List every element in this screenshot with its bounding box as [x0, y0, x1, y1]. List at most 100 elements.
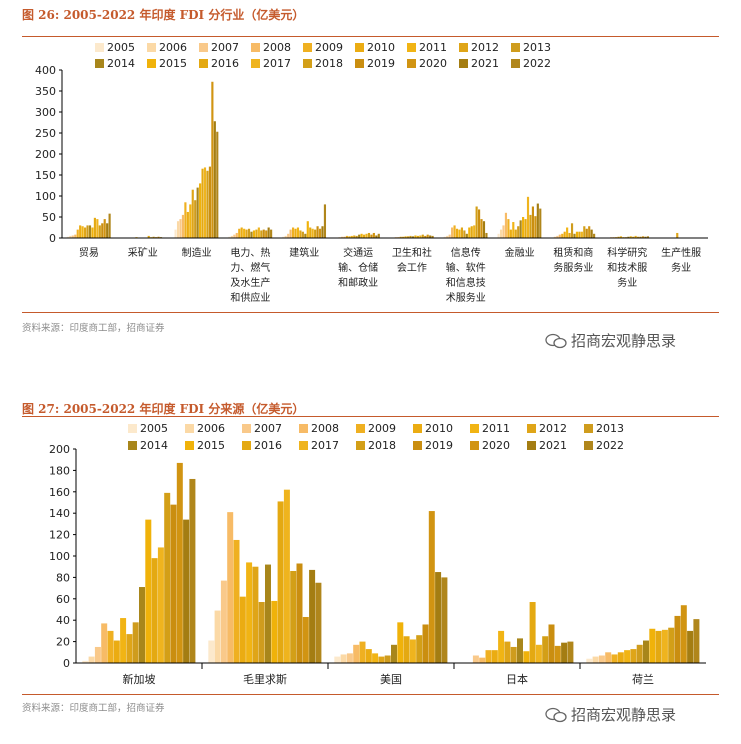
legend-swatch	[199, 59, 208, 68]
bar	[585, 228, 588, 238]
bar	[655, 630, 662, 663]
category-label: 输、仓储	[338, 261, 378, 274]
bar	[176, 221, 180, 238]
bar	[79, 225, 82, 238]
category-label: 金融业	[505, 246, 535, 259]
bar	[233, 234, 236, 238]
chart2-title-rule	[22, 416, 719, 417]
chart2-source: 资料来源：印度商工部，招商证券	[22, 703, 165, 714]
category-label: 贸易	[79, 247, 99, 259]
bar	[282, 236, 285, 238]
bar	[611, 654, 618, 663]
bar	[593, 233, 596, 238]
bar	[82, 660, 89, 663]
bar	[448, 234, 451, 238]
bar	[402, 236, 405, 238]
bar	[309, 227, 312, 238]
bar	[637, 236, 640, 238]
bar	[340, 236, 344, 238]
bar	[255, 229, 258, 238]
bar	[174, 229, 177, 238]
bar	[419, 235, 422, 238]
chart1-source: 资料来源：印度商工部，招商证券	[22, 323, 165, 334]
y-tick-label: 200	[35, 148, 56, 161]
bar	[446, 235, 449, 238]
bar	[201, 168, 204, 238]
bar	[164, 492, 171, 663]
bar	[377, 233, 380, 238]
bar	[561, 233, 564, 238]
bar	[106, 223, 109, 238]
bar	[213, 121, 216, 238]
bar	[304, 233, 307, 238]
category-label: 术服务业	[446, 291, 486, 304]
bar	[227, 512, 234, 663]
bar	[517, 638, 523, 663]
bar	[561, 642, 568, 663]
bar	[531, 206, 534, 238]
bar	[189, 478, 196, 663]
legend-label: 2013	[523, 41, 551, 54]
bar	[372, 653, 379, 663]
bar	[139, 587, 145, 663]
bar	[294, 228, 297, 238]
bar	[103, 219, 106, 238]
bar	[680, 605, 687, 663]
bar	[189, 204, 192, 238]
bar	[353, 235, 356, 238]
legend-label: 2009	[368, 422, 396, 435]
legend-label: 2007	[211, 41, 239, 54]
bar	[499, 229, 503, 238]
legend-label: 2014	[107, 57, 135, 70]
bar	[152, 236, 155, 238]
bar	[523, 651, 530, 663]
bar	[74, 234, 77, 238]
bar	[414, 235, 417, 238]
bar	[421, 234, 424, 238]
legend-label: 2011	[419, 41, 447, 54]
bar	[480, 219, 483, 238]
bar	[416, 635, 423, 663]
bar	[536, 203, 539, 238]
legend-label: 2006	[159, 41, 187, 54]
category-label: 日本	[506, 672, 528, 686]
bar	[504, 212, 508, 238]
bar	[404, 236, 407, 238]
bar	[630, 649, 637, 663]
bar	[191, 189, 194, 238]
bar	[441, 577, 448, 663]
bar	[260, 230, 263, 238]
legend-label: 2012	[471, 41, 499, 54]
bar	[243, 228, 246, 238]
bar	[76, 229, 79, 238]
bar	[567, 641, 574, 663]
y-tick-label: 160	[49, 486, 70, 499]
legend-swatch	[459, 59, 468, 68]
y-tick-label: 40	[56, 614, 70, 627]
legend-swatch	[527, 441, 536, 450]
legend-label: 2020	[419, 57, 447, 70]
bar	[473, 225, 476, 238]
legend-swatch	[147, 43, 156, 52]
bar	[575, 231, 579, 238]
bar	[548, 624, 555, 663]
legend-label: 2014	[140, 439, 168, 452]
bar	[120, 618, 127, 663]
legend-label: 2010	[367, 41, 395, 54]
legend-swatch	[128, 424, 137, 433]
chart2-source-rule	[22, 694, 719, 695]
bar	[592, 656, 599, 663]
bar	[365, 649, 372, 663]
bar	[465, 233, 468, 238]
bar	[491, 650, 498, 663]
category-label: 租赁和商	[553, 246, 593, 259]
bar	[416, 235, 419, 238]
bar	[343, 236, 346, 238]
bar	[497, 233, 500, 238]
category-label: 和邮政业	[338, 276, 378, 289]
bar	[479, 657, 486, 663]
bar	[208, 640, 215, 663]
bar	[586, 658, 593, 663]
bar	[98, 225, 101, 238]
bar	[431, 235, 434, 238]
